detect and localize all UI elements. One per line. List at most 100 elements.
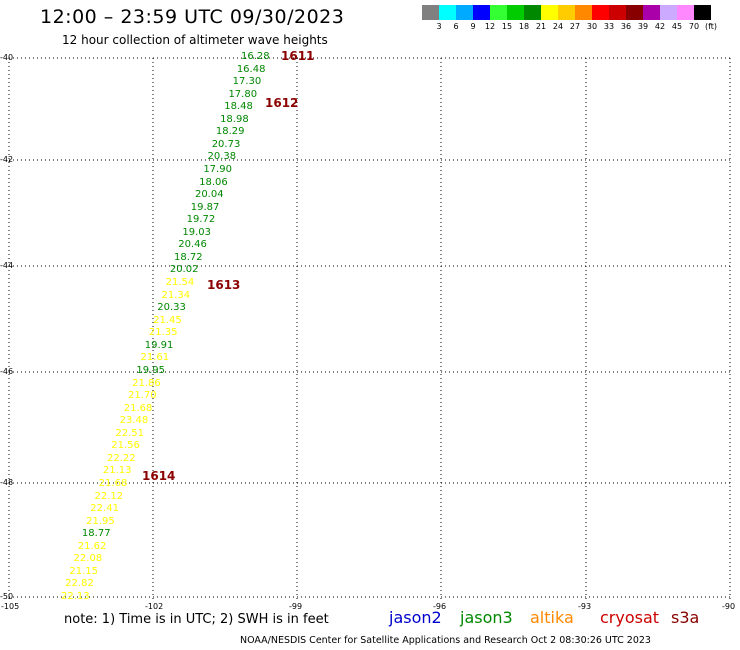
colorbar-swatch	[558, 5, 575, 20]
longitude-label: -96	[433, 602, 447, 611]
colorbar-swatch	[609, 5, 626, 20]
colorbar-swatch	[524, 5, 541, 20]
colorbar-swatch	[541, 5, 558, 20]
latitude-label: -46	[0, 367, 14, 376]
footer-note: note: 1) Time is in UTC; 2) SWH is in fe…	[64, 612, 329, 627]
swh-value: 21.13	[102, 465, 132, 477]
longitude-label: -105	[1, 602, 20, 611]
pass-time-label: 1611	[281, 49, 315, 63]
colorbar-swatch	[643, 5, 660, 20]
latitude-label: -48	[0, 478, 14, 487]
colorbar-label: 24	[552, 22, 564, 31]
colorbar-swatch	[592, 5, 609, 20]
swh-value: 21.70	[127, 390, 157, 402]
swh-value: 16.48	[236, 63, 266, 75]
swh-value: 21.86	[132, 377, 161, 389]
colorbar-label: 42	[654, 22, 666, 31]
swh-value: 18.98	[220, 113, 249, 125]
swh-value: 19.91	[144, 339, 174, 351]
colorbar-swatch	[694, 5, 711, 20]
colorbar-swatch	[439, 5, 456, 20]
colorbar-label: 30	[586, 22, 598, 31]
swh-value: 20.46	[178, 239, 207, 251]
legend-cryosat: cryosat	[600, 608, 660, 627]
swh-value: 18.72	[174, 251, 203, 263]
swh-value: 22.13	[61, 591, 90, 602]
swh-value: 21.95	[86, 515, 115, 527]
swh-value: 22.82	[65, 578, 94, 590]
swh-value: 20.33	[157, 302, 186, 314]
swh-value: 21.45	[153, 314, 182, 326]
swh-value: 23.48	[119, 415, 149, 427]
colorbar-swatch	[507, 5, 524, 20]
colorbar-swatch	[660, 5, 677, 20]
swh-value: 22.41	[90, 503, 119, 515]
swh-value: 21.15	[69, 565, 98, 577]
legend-jason3: jason3	[460, 608, 513, 627]
colorbar-label: 39	[637, 22, 649, 31]
colorbar-label: 15	[501, 22, 513, 31]
legend-s3a: s3a	[671, 608, 700, 627]
swh-value: 21.62	[77, 540, 107, 552]
colorbar-swatch	[626, 5, 643, 20]
swh-value: 19.87	[190, 201, 220, 213]
colorbar-label: 21	[535, 22, 547, 31]
swh-value: 18.48	[224, 101, 253, 113]
colorbar-labels: 3 6 9 12 15 18 21 24 27 30 33 36 39 42 45 70 (ft)	[422, 22, 740, 34]
swh-value: 21.56	[111, 440, 140, 452]
colorbar-label: 70	[688, 22, 700, 31]
footer-credit: NOAA/NESDIS Center for Satellite Applica…	[240, 635, 651, 646]
swh-value: 21.34	[161, 289, 191, 301]
colorbar-label: (ft)	[704, 22, 718, 31]
pass-time-label: 1612	[265, 96, 299, 110]
swh-value: 18.77	[81, 528, 111, 540]
swh-value: 18.29	[215, 126, 245, 138]
swh-value: 17.80	[228, 88, 258, 100]
swh-value: 19.03	[182, 226, 212, 238]
colorbar-label: 12	[484, 22, 496, 31]
latitude-label: -42	[0, 155, 14, 164]
swh-value: 21.35	[148, 327, 178, 339]
swh-value: 17.30	[232, 76, 262, 88]
pass-time-label: 1613	[207, 278, 241, 292]
swh-value: 18.06	[199, 176, 228, 188]
longitude-label: -99	[289, 602, 303, 611]
pass-time-label: 1614	[142, 469, 176, 483]
swh-value: 22.22	[107, 452, 136, 464]
longitude-label: -102	[145, 602, 164, 611]
longitude-label: -90	[722, 602, 736, 611]
colorbar-swatch	[422, 5, 439, 20]
swh-value: 21.61	[140, 352, 170, 364]
wave-height-colorbar	[422, 5, 711, 20]
latitude-label: -50	[0, 592, 14, 601]
swh-value: 17.90	[203, 164, 232, 176]
latitude-label: -44	[0, 261, 14, 270]
swh-value: 20.73	[211, 138, 241, 150]
map-subtitle: 12 hour collection of altimeter wave hei…	[62, 33, 328, 47]
colorbar-label: 45	[671, 22, 683, 31]
swh-value: 22.51	[115, 427, 145, 439]
colorbar-swatch	[677, 5, 694, 20]
legend-altika: altika	[530, 608, 574, 627]
lat-lon-grid	[8, 57, 732, 600]
swh-value: 21.68	[98, 477, 128, 489]
swh-value: 22.08	[73, 553, 103, 565]
colorbar-swatch	[575, 5, 592, 20]
swh-value: 20.38	[207, 151, 237, 163]
swh-value: 20.04	[194, 189, 224, 201]
swh-value: 19.95	[136, 364, 165, 376]
swh-value: 19.72	[186, 214, 216, 226]
colorbar-label: 6	[453, 22, 459, 31]
legend-jason2: jason2	[389, 608, 442, 627]
map-title: 12:00 – 23:59 UTC 09/30/2023	[40, 6, 345, 28]
colorbar-swatch	[456, 5, 473, 20]
colorbar-swatch	[490, 5, 507, 20]
swh-value: 16.28	[241, 51, 270, 62]
colorbar-label: 27	[569, 22, 581, 31]
latitude-label: -40	[0, 53, 14, 62]
swh-value: 22.12	[94, 490, 124, 502]
colorbar-label: 18	[518, 22, 530, 31]
swh-value: 20.02	[169, 264, 199, 276]
